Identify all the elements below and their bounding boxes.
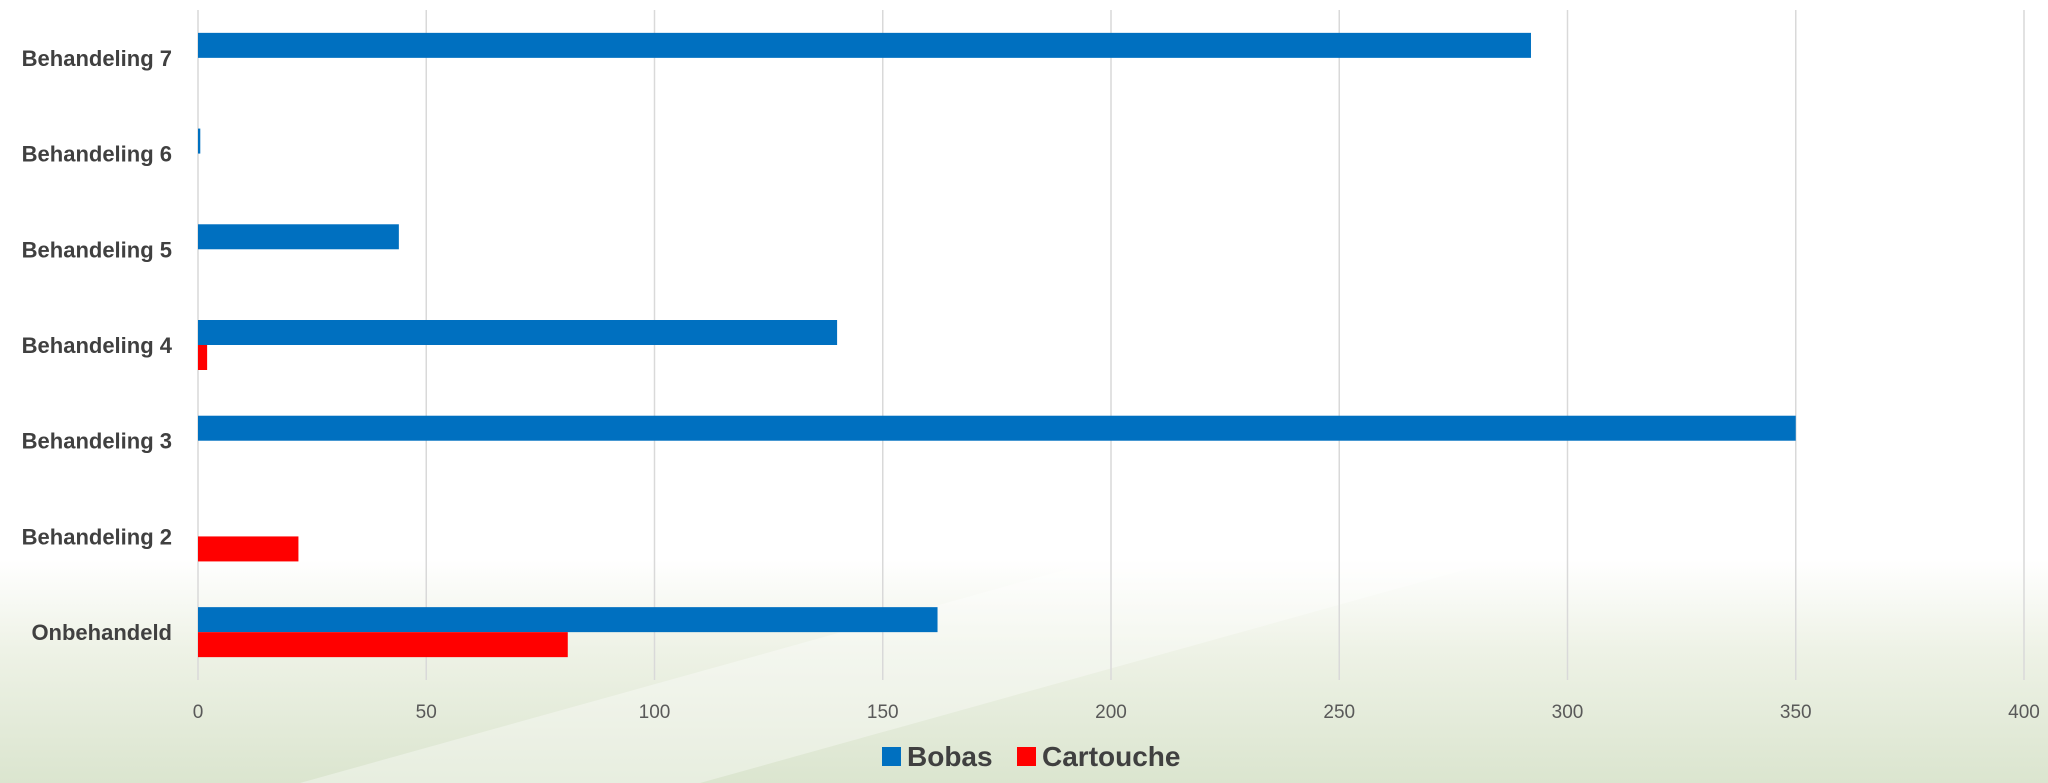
category-label: Onbehandeld	[31, 620, 172, 645]
x-tick-label: 150	[867, 702, 899, 723]
category-label: Behandeling 2	[22, 524, 172, 549]
bar-cartouche	[198, 632, 568, 658]
bar-bobas	[198, 607, 938, 633]
category-label: Behandeling 5	[22, 237, 172, 262]
x-tick-label: 350	[1780, 702, 1812, 723]
category-label: Behandeling 3	[22, 429, 172, 454]
bar-bobas	[198, 224, 399, 250]
x-tick-label: 250	[1323, 702, 1355, 723]
legend-label-cartouche: Cartouche	[1042, 741, 1180, 772]
x-tick-label: 200	[1095, 702, 1127, 723]
bar-bobas	[198, 415, 1796, 441]
x-tick-label: 50	[416, 702, 437, 723]
legend-swatch-cartouche	[1017, 747, 1036, 766]
x-tick-label: 400	[2008, 702, 2040, 723]
x-tick-label: 0	[193, 702, 204, 723]
legend-swatch-bobas	[882, 747, 901, 766]
category-label: Behandeling 6	[22, 142, 172, 167]
bar-bobas	[198, 32, 1531, 58]
category-label: Behandeling 7	[22, 46, 172, 71]
bar-cartouche	[198, 536, 299, 562]
bar-bobas	[198, 128, 201, 154]
bars	[198, 32, 1796, 658]
x-tick-label: 100	[639, 702, 671, 723]
category-label: Behandeling 4	[22, 333, 173, 358]
bar-cartouche	[198, 345, 208, 370]
x-tick-label: 300	[1552, 702, 1584, 723]
legend-label-bobas: Bobas	[907, 741, 993, 772]
bar-bobas	[198, 320, 838, 345]
category-labels: Onbehandeld Behandeling 2 Behandeling 3 Beh…	[22, 46, 173, 645]
x-tick-labels: 0 50 100 150 200 250 300 350 400	[193, 702, 2040, 723]
legend: Bobas Cartouche	[882, 741, 1180, 772]
